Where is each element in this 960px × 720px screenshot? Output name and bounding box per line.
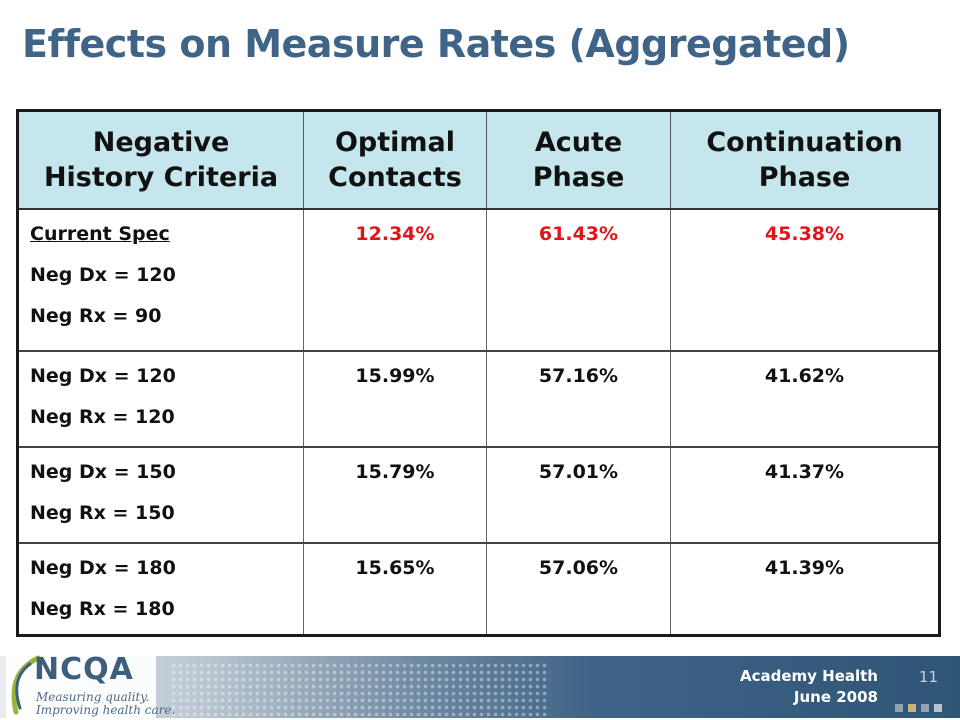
- nav-square: [895, 704, 903, 712]
- table-row: Neg Dx = 120 Neg Rx = 120 15.99% 57.16% …: [17, 350, 940, 448]
- criteria-label: Neg Rx = 180: [30, 598, 175, 620]
- header-line: Optimal: [334, 127, 456, 158]
- footer-org-name: Academy Health: [739, 667, 878, 685]
- footer-date: June 2008: [793, 688, 878, 706]
- criteria-label-current-spec: Current Spec: [30, 223, 170, 245]
- header-acute-phase: Acute Phase: [486, 110, 671, 210]
- rates-table: Negative History Criteria Optimal Contac…: [16, 109, 941, 637]
- nav-square: [921, 704, 929, 712]
- footer-band: [0, 656, 960, 718]
- logo-wordmark: NCQA: [34, 652, 134, 687]
- criteria-cell: Current Spec Neg Dx = 120 Neg Rx = 90: [17, 208, 304, 352]
- logo-tagline: Measuring quality.: [36, 690, 150, 704]
- logo-tagline: Improving health care.: [36, 703, 176, 717]
- nav-square: [934, 704, 942, 712]
- header-line: Continuation: [706, 127, 903, 158]
- header-line: Contacts: [328, 162, 462, 193]
- optimal-contacts-value: 15.79%: [303, 446, 487, 544]
- criteria-label: Neg Rx = 150: [30, 502, 175, 524]
- slide-footer: NCQA Measuring quality. Improving health…: [0, 648, 960, 720]
- header-line: History Criteria: [43, 162, 279, 193]
- acute-phase-value: 57.16%: [486, 350, 671, 448]
- logo-swoosh-icon: [11, 655, 41, 715]
- table-row: Neg Dx = 150 Neg Rx = 150 15.79% 57.01% …: [17, 446, 940, 544]
- criteria-cell: Neg Dx = 180 Neg Rx = 180: [17, 542, 304, 636]
- header-optimal-contacts: Optimal Contacts: [303, 110, 487, 210]
- acute-phase-value: 61.43%: [486, 208, 671, 352]
- header-line: Acute: [534, 127, 623, 158]
- criteria-cell: Neg Dx = 120 Neg Rx = 120: [17, 350, 304, 448]
- ncqa-logo: NCQA Measuring quality. Improving health…: [6, 648, 175, 718]
- header-line: Phase: [758, 162, 851, 193]
- continuation-phase-value: 41.37%: [670, 446, 940, 544]
- continuation-phase-value: 41.62%: [670, 350, 940, 448]
- header-line: Negative: [92, 127, 230, 158]
- page-number: 11: [918, 668, 938, 686]
- header-negative-history-criteria: Negative History Criteria: [17, 110, 304, 210]
- header-continuation-phase: Continuation Phase: [670, 110, 940, 210]
- nav-squares-icon: [895, 704, 942, 712]
- rates-table-container: Negative History Criteria Optimal Contac…: [16, 109, 941, 637]
- criteria-cell: Neg Dx = 150 Neg Rx = 150: [17, 446, 304, 544]
- table-header-row: Negative History Criteria Optimal Contac…: [17, 110, 940, 210]
- continuation-phase-value: 45.38%: [670, 208, 940, 352]
- continuation-phase-value: 41.39%: [670, 542, 940, 636]
- criteria-label: Neg Dx = 180: [30, 557, 176, 579]
- criteria-label: Neg Dx = 120: [30, 264, 176, 286]
- table-row-current-spec: Current Spec Neg Dx = 120 Neg Rx = 90 12…: [17, 208, 940, 352]
- criteria-label: Neg Dx = 120: [30, 365, 176, 387]
- optimal-contacts-value: 15.65%: [303, 542, 487, 636]
- optimal-contacts-value: 15.99%: [303, 350, 487, 448]
- footer-org-info: Academy Health June 2008: [740, 666, 878, 708]
- criteria-label: Neg Dx = 150: [30, 461, 176, 483]
- optimal-contacts-value: 12.34%: [303, 208, 487, 352]
- slide-title: Effects on Measure Rates (Aggregated): [22, 22, 850, 66]
- nav-square: [908, 704, 916, 712]
- table-row: Neg Dx = 180 Neg Rx = 180 15.65% 57.06% …: [17, 542, 940, 636]
- criteria-label: Neg Rx = 120: [30, 406, 175, 428]
- acute-phase-value: 57.06%: [486, 542, 671, 636]
- footer-dot-pattern: [170, 662, 550, 716]
- header-line: Phase: [532, 162, 625, 193]
- acute-phase-value: 57.01%: [486, 446, 671, 544]
- criteria-label: Neg Rx = 90: [30, 305, 162, 327]
